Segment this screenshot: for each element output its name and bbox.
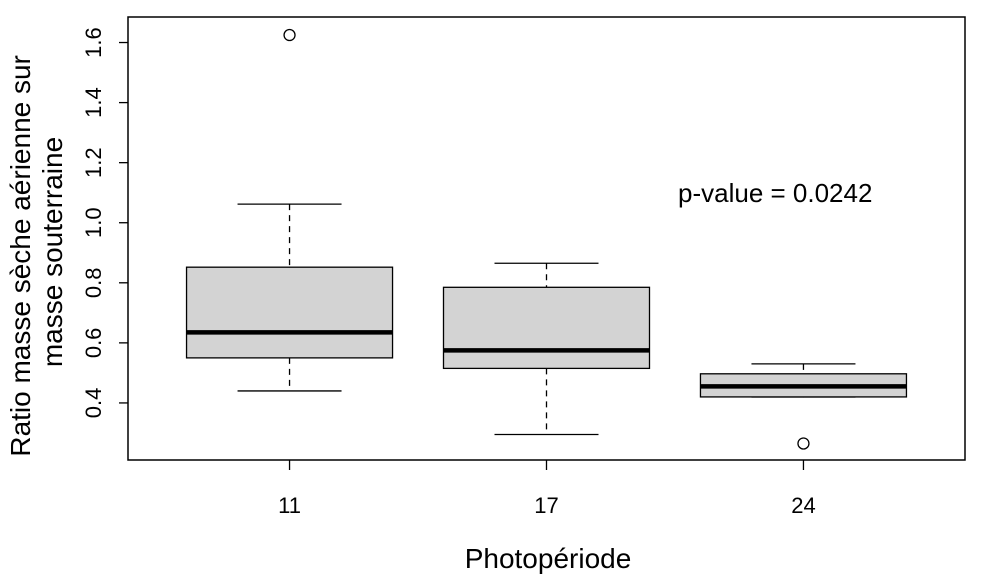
x-axis-title: Photopériode: [465, 543, 632, 574]
outlier-point: [283, 28, 296, 42]
y-axis-title-line-1: Ratio masse sèche aérienne sur: [5, 55, 36, 457]
box-11: [185, 28, 394, 392]
y-tick-label: 0.4: [81, 388, 106, 419]
p-value-annotation: p-value = 0.0242: [678, 178, 872, 208]
box-iqr: [185, 266, 394, 359]
y-tick-label: 1.4: [81, 87, 106, 118]
x-tick-label: 17: [534, 493, 558, 518]
box-24: [699, 363, 908, 450]
x-axis: 11 17 24: [278, 460, 816, 518]
y-tick-label: 1.0: [81, 207, 106, 238]
y-axis: 0.4 0.6 0.8 1.0 1.2 1.4 1.6: [81, 27, 128, 418]
y-tick-label: 1.6: [81, 27, 106, 58]
x-tick-label: 11: [278, 493, 301, 518]
y-tick-label: 1.2: [81, 147, 106, 178]
y-axis-title-line-2: masse souterraine: [37, 137, 68, 367]
x-tick-label: 24: [791, 493, 815, 518]
box-17: [442, 262, 651, 436]
y-tick-label: 0.8: [81, 268, 106, 299]
y-tick-label: 0.6: [81, 328, 106, 359]
box-iqr: [442, 286, 651, 370]
y-axis-title: Ratio masse sèche aérienne sur masse sou…: [5, 47, 68, 456]
boxes: [185, 28, 908, 450]
outlier-point: [797, 437, 810, 450]
